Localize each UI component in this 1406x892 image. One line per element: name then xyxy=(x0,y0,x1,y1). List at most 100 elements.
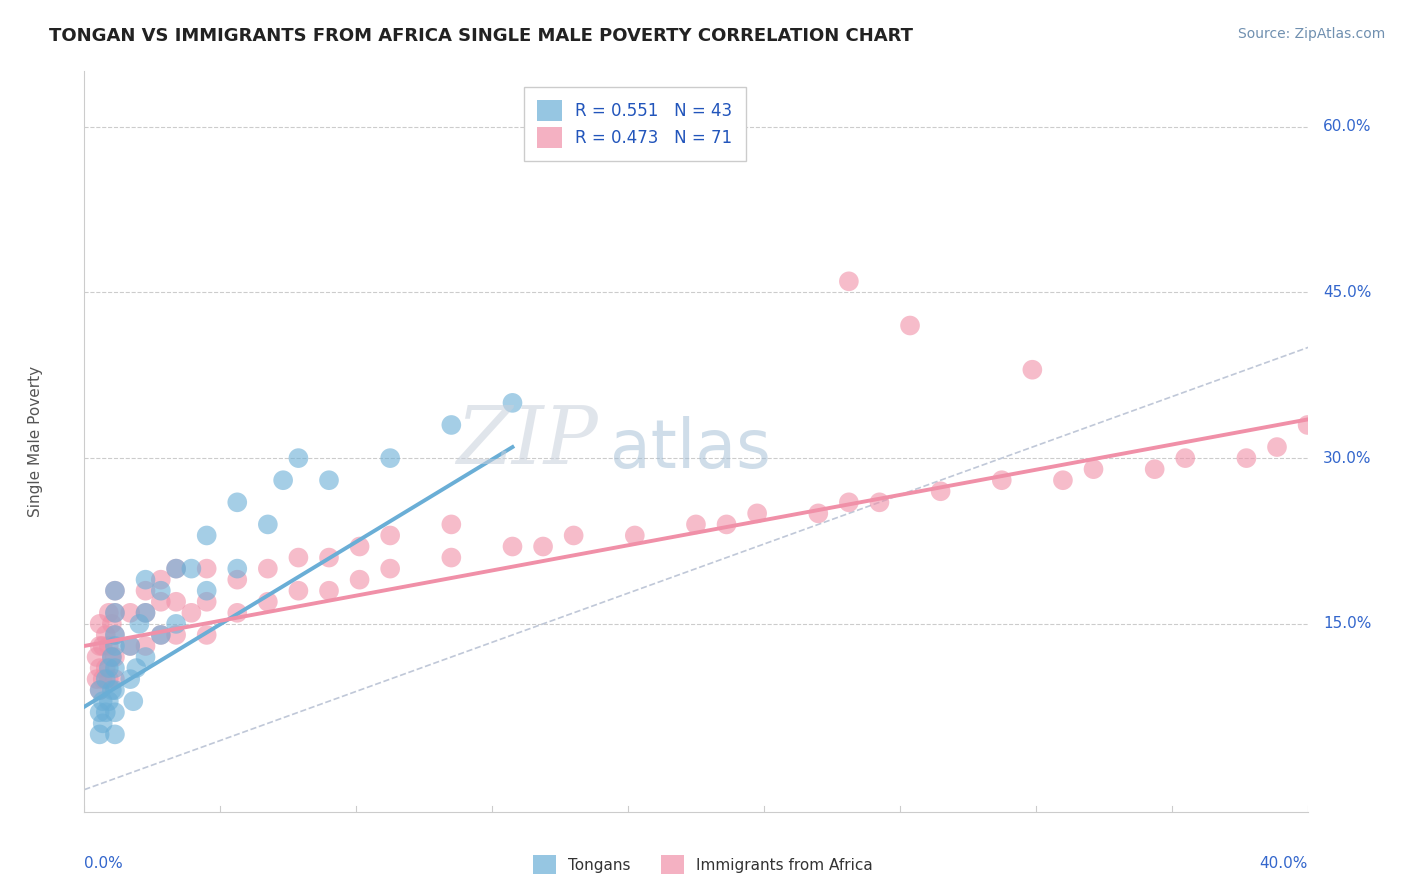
Point xyxy=(104,606,127,620)
Point xyxy=(531,540,554,554)
Point xyxy=(929,484,952,499)
Point xyxy=(94,628,117,642)
Point xyxy=(128,616,150,631)
Point xyxy=(104,683,127,698)
Point xyxy=(165,628,187,642)
Point xyxy=(89,616,111,631)
Point xyxy=(89,661,111,675)
Point xyxy=(97,694,120,708)
Point xyxy=(195,561,218,575)
Point xyxy=(1174,451,1197,466)
Text: 30.0%: 30.0% xyxy=(1323,450,1371,466)
Point xyxy=(226,606,249,620)
Point xyxy=(101,683,124,698)
Text: TONGAN VS IMMIGRANTS FROM AFRICA SINGLE MALE POVERTY CORRELATION CHART: TONGAN VS IMMIGRANTS FROM AFRICA SINGLE … xyxy=(49,27,914,45)
Point xyxy=(747,507,769,521)
Point xyxy=(440,417,463,432)
Point xyxy=(1052,473,1074,487)
Point xyxy=(125,661,148,675)
Point xyxy=(104,706,127,720)
Point xyxy=(1083,462,1105,476)
Point xyxy=(165,561,187,575)
Point xyxy=(120,639,142,653)
Point xyxy=(149,628,172,642)
Point xyxy=(104,661,127,675)
Text: 45.0%: 45.0% xyxy=(1323,285,1371,300)
Point xyxy=(149,628,172,642)
Point xyxy=(195,628,218,642)
Point xyxy=(318,473,340,487)
Point xyxy=(97,639,120,653)
Point xyxy=(380,451,402,466)
Point xyxy=(257,595,280,609)
Point xyxy=(149,583,172,598)
Point xyxy=(502,540,524,554)
Point xyxy=(135,650,157,665)
Text: 0.0%: 0.0% xyxy=(84,856,124,871)
Text: 40.0%: 40.0% xyxy=(1260,856,1308,871)
Point xyxy=(89,683,111,698)
Point xyxy=(89,706,111,720)
Text: atlas: atlas xyxy=(610,416,772,482)
Point xyxy=(502,396,524,410)
Point xyxy=(195,595,218,609)
Point xyxy=(195,583,218,598)
Point xyxy=(135,606,157,620)
Point xyxy=(257,561,280,575)
Point xyxy=(104,628,127,642)
Point xyxy=(135,583,157,598)
Point xyxy=(180,561,202,575)
Point xyxy=(1143,462,1166,476)
Point xyxy=(120,639,142,653)
Point xyxy=(685,517,707,532)
Point xyxy=(149,595,172,609)
Point xyxy=(135,573,157,587)
Point xyxy=(104,628,127,642)
Point xyxy=(271,473,294,487)
Point xyxy=(807,507,830,521)
Point xyxy=(716,517,738,532)
Point xyxy=(562,528,585,542)
Point xyxy=(101,650,124,665)
Point xyxy=(91,639,114,653)
Point xyxy=(226,495,249,509)
Point xyxy=(94,672,117,686)
Text: ZIP: ZIP xyxy=(457,403,598,480)
Point xyxy=(104,606,127,620)
Point xyxy=(104,727,127,741)
Point xyxy=(104,650,127,665)
Point xyxy=(101,616,124,631)
Text: Single Male Poverty: Single Male Poverty xyxy=(28,366,44,517)
Point xyxy=(180,606,202,620)
Point xyxy=(349,540,371,554)
Point xyxy=(440,550,463,565)
Point xyxy=(380,561,402,575)
Point xyxy=(287,451,309,466)
Point xyxy=(135,639,157,653)
Point xyxy=(89,727,111,741)
Point xyxy=(89,639,111,653)
Point xyxy=(287,583,309,598)
Point xyxy=(104,639,127,653)
Point xyxy=(257,517,280,532)
Point xyxy=(838,495,860,509)
Point xyxy=(165,616,187,631)
Point xyxy=(349,573,371,587)
Text: Source: ZipAtlas.com: Source: ZipAtlas.com xyxy=(1237,27,1385,41)
Point xyxy=(91,716,114,731)
Point xyxy=(86,672,108,686)
Point xyxy=(318,583,340,598)
Point xyxy=(120,672,142,686)
Point xyxy=(122,694,145,708)
Point xyxy=(97,672,120,686)
Point xyxy=(838,274,860,288)
Point xyxy=(97,661,120,675)
Point xyxy=(287,550,309,565)
Point xyxy=(1021,362,1043,376)
Point xyxy=(1265,440,1288,454)
Point xyxy=(380,528,402,542)
Text: 60.0%: 60.0% xyxy=(1323,120,1371,134)
Point xyxy=(226,573,249,587)
Point xyxy=(869,495,891,509)
Point xyxy=(624,528,647,542)
